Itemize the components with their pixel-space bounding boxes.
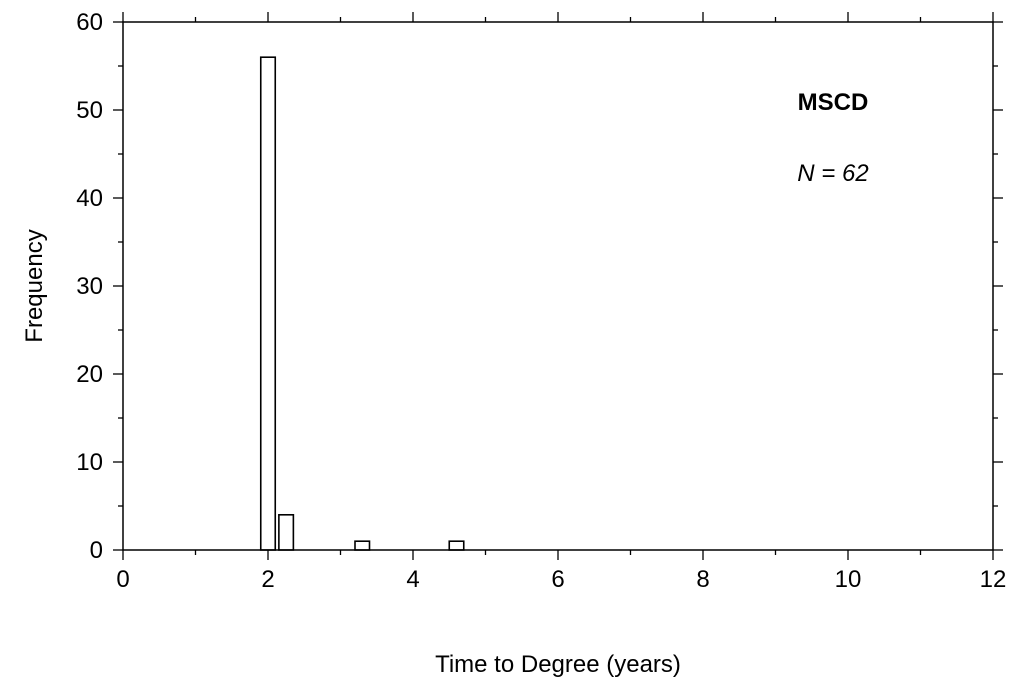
bar-1 <box>278 513 295 551</box>
y-tick-label-4: 40 <box>76 185 103 212</box>
bars-layer <box>259 56 465 551</box>
x-tick-label-6: 12 <box>980 566 1007 593</box>
y-tick-label-2: 20 <box>76 361 103 388</box>
sample-size-label: N = 62 <box>797 160 868 187</box>
ticks-layer <box>113 12 1003 560</box>
x-tick-label-3: 6 <box>551 566 564 593</box>
x-tick-label-1: 2 <box>261 566 274 593</box>
x-axis-label: Time to Degree (years) <box>435 651 681 678</box>
bar-0 <box>259 56 277 551</box>
dataset-label: MSCD <box>798 89 869 116</box>
x-tick-label-0: 0 <box>116 566 129 593</box>
y-tick-label-3: 30 <box>76 273 103 300</box>
bar-2 <box>354 540 371 551</box>
y-tick-label-0: 0 <box>90 537 103 564</box>
x-tick-label-2: 4 <box>406 566 419 593</box>
y-tick-label-5: 50 <box>76 97 103 124</box>
x-tick-label-5: 10 <box>835 566 862 593</box>
x-tick-label-4: 8 <box>696 566 709 593</box>
y-axis-label: Frequency <box>21 229 48 342</box>
y-tick-label-1: 10 <box>76 449 103 476</box>
bar-3 <box>448 540 465 551</box>
y-tick-label-6: 60 <box>76 9 103 36</box>
tick-labels-layer: 0 2 4 6 8 10 12 0 10 20 30 40 50 60 <box>76 9 1006 593</box>
